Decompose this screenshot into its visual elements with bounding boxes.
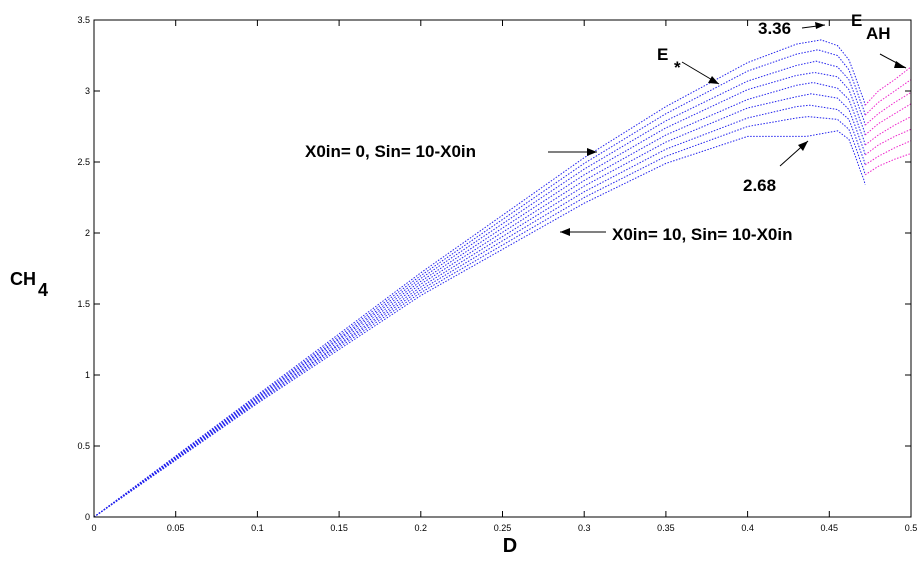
x-axis-label: D	[503, 535, 517, 557]
estar-series-line-1	[93, 49, 866, 518]
x-tick-label: 0.45	[821, 523, 839, 533]
y-tick-label: 3	[85, 86, 90, 96]
estar-series-line-6	[93, 104, 866, 518]
eah-series-line-7	[864, 153, 912, 176]
top-curve-arrow-head	[587, 148, 597, 156]
max-value-label: 3.36	[758, 19, 791, 38]
eah-label: E	[851, 11, 862, 30]
y-axis-label: CH	[10, 269, 36, 289]
x-tick-label: 0.3	[578, 523, 591, 533]
estar-label-subscript: *	[674, 58, 681, 77]
bottom-curve-label: X0in= 10, Sin= 10-X0in	[612, 225, 792, 244]
x-tick-label: 0.2	[415, 523, 428, 533]
curves-eah-group	[864, 66, 912, 176]
eah-arrow-head	[894, 61, 906, 68]
estar-series-line-3	[93, 71, 866, 518]
x-tick-label: 0.15	[330, 523, 348, 533]
y-tick-label: 2.5	[77, 157, 90, 167]
x-tick-label: 0.5	[905, 523, 918, 533]
bottom-curve-arrow-head	[560, 228, 570, 236]
y-axis-label-subscript: 4	[38, 280, 48, 300]
estar-series-line-0	[93, 39, 866, 518]
x-axis-ticks: 0 0.05 0.1 0.15 0.2 0.25 0.3 0.35 0.4 0.45 0.5	[91, 20, 917, 533]
eah-series-line-0	[864, 66, 912, 106]
x-tick-label: 0.35	[657, 523, 675, 533]
y-tick-label: 0	[85, 512, 90, 522]
estar-series-line-8	[93, 130, 866, 518]
max-arrow-head	[815, 22, 825, 29]
estar-arrow-head	[708, 76, 719, 84]
estar-label: E	[657, 45, 668, 64]
x-tick-label: 0.05	[167, 523, 185, 533]
y-tick-label: 1.5	[77, 299, 90, 309]
min-value-label: 2.68	[743, 176, 776, 195]
eah-label-subscript: AH	[866, 24, 891, 43]
y-tick-label: 0.5	[77, 441, 90, 451]
y-tick-label: 2	[85, 228, 90, 238]
eah-series-line-6	[864, 140, 912, 166]
min-arrow-head	[798, 141, 808, 151]
x-tick-label: 0.1	[251, 523, 264, 533]
eah-series-line-3	[864, 103, 912, 136]
x-tick-label: 0.4	[741, 523, 754, 533]
eah-series-line-2	[864, 91, 912, 126]
y-tick-label: 1	[85, 370, 90, 380]
x-tick-label: 0.25	[494, 523, 512, 533]
y-tick-label: 3.5	[77, 15, 90, 25]
estar-series-line-7	[93, 116, 866, 518]
x-tick-label: 0	[91, 523, 96, 533]
eah-series-line-1	[864, 79, 912, 116]
estar-series-line-2	[93, 60, 866, 518]
y-axis-ticks: 0 0.5 1 1.5 2 2.5 3 3.5	[77, 15, 911, 522]
annotations: E * 3.36 E AH 2.68 X0in= 0, Sin= 10-X0in…	[305, 11, 907, 244]
top-curve-label: X0in= 0, Sin= 10-X0in	[305, 142, 476, 161]
curves-group	[93, 39, 866, 518]
